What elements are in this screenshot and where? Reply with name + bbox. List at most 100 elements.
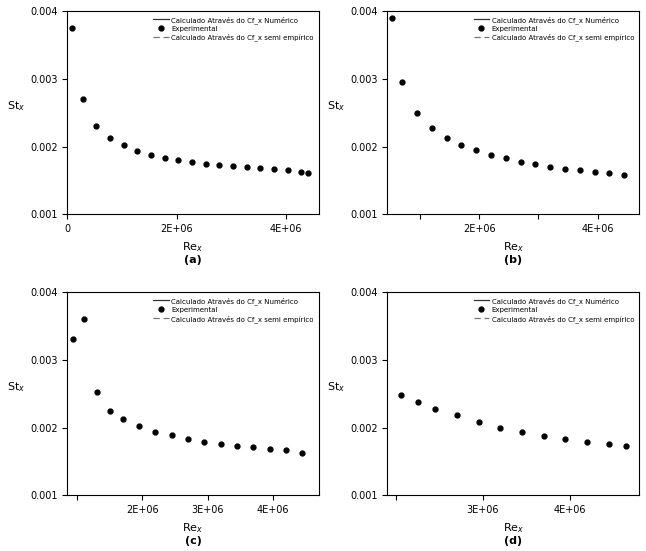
Calculado Através do Cf_x semi empírico [183, 276, 191, 282]
Calculado Através do Cf_x Numérico [304, 277, 311, 283]
Experimental [79, 96, 87, 102]
Text: (b): (b) [505, 255, 523, 265]
Line: Calculado Através do Cf_x Numérico: Calculado Através do Cf_x Numérico [390, 277, 633, 280]
Experimental [168, 432, 176, 439]
Calculado Através do Cf_x semi empírico [503, 276, 510, 282]
Calculado Através do Cf_x Numérico [386, 273, 393, 280]
Calculado Através do Cf_x Numérico [503, 276, 510, 283]
Experimental [388, 14, 396, 21]
X-axis label: Re$_x$: Re$_x$ [503, 240, 524, 253]
Experimental [152, 429, 160, 435]
Experimental [174, 157, 182, 164]
Calculado Através do Cf_x Numérico [501, 276, 509, 283]
Experimental [106, 134, 114, 141]
X-axis label: Re$_x$: Re$_x$ [503, 521, 524, 534]
Calculado Através do Cf_x semi empírico [65, 261, 73, 267]
Experimental [487, 152, 495, 158]
Legend: Calculado Através do Cf_x Numérico, Experimental, Calculado Através do Cf_x semi: Calculado Através do Cf_x Numérico, Expe… [472, 295, 636, 324]
Experimental [605, 441, 612, 447]
Experimental [282, 447, 290, 453]
Calculado Através do Cf_x Numérico [530, 276, 538, 283]
Calculado Através do Cf_x semi empírico [309, 276, 317, 283]
Experimental [243, 164, 251, 170]
Experimental [517, 158, 525, 165]
Experimental [576, 167, 584, 174]
Experimental [202, 160, 209, 167]
Experimental [413, 110, 421, 116]
Experimental [270, 166, 278, 172]
Text: (d): (d) [505, 536, 523, 546]
Experimental [120, 142, 127, 149]
Experimental [297, 169, 305, 175]
Experimental [304, 170, 312, 176]
Y-axis label: St$_x$: St$_x$ [327, 99, 346, 113]
Calculado Através do Cf_x semi empírico [585, 276, 593, 283]
Calculado Através do Cf_x semi empírico [304, 276, 311, 283]
Line: Calculado Através do Cf_x semi empírico: Calculado Através do Cf_x semi empírico [69, 264, 313, 279]
Experimental [428, 125, 436, 131]
Calculado Através do Cf_x semi empírico [197, 276, 205, 282]
Calculado Através do Cf_x Numérico [197, 276, 205, 283]
Experimental [591, 169, 599, 175]
Experimental [215, 161, 223, 168]
Experimental [298, 450, 306, 456]
Calculado Através do Cf_x Numérico [629, 277, 637, 283]
Line: Calculado Através do Cf_x semi empírico: Calculado Através do Cf_x semi empírico [390, 276, 633, 279]
Experimental [256, 165, 264, 171]
Calculado Através do Cf_x semi empírico [266, 276, 273, 283]
Calculado Através do Cf_x Numérico [65, 263, 73, 270]
Experimental [532, 161, 539, 168]
Experimental [68, 25, 76, 31]
Experimental [147, 152, 155, 158]
Calculado Através do Cf_x Numérico [309, 277, 317, 283]
Line: Experimental: Experimental [390, 15, 627, 177]
Y-axis label: St$_x$: St$_x$ [327, 380, 346, 394]
X-axis label: Re$_x$: Re$_x$ [182, 521, 203, 534]
Legend: Calculado Através do Cf_x Numérico, Experimental, Calculado Através do Cf_x semi: Calculado Através do Cf_x Numérico, Expe… [152, 295, 315, 324]
Experimental [249, 444, 257, 451]
Experimental [561, 166, 569, 172]
X-axis label: Re$_x$: Re$_x$ [182, 240, 203, 253]
Experimental [79, 316, 87, 322]
Calculado Através do Cf_x semi empírico [386, 273, 393, 279]
Calculado Através do Cf_x semi empírico [211, 276, 218, 282]
Experimental [93, 388, 101, 395]
Experimental [217, 441, 225, 447]
Experimental [605, 170, 613, 176]
Experimental [135, 423, 143, 430]
Experimental [399, 79, 406, 85]
Calculado Através do Cf_x Numérico [517, 276, 525, 283]
Line: Experimental: Experimental [69, 25, 310, 175]
Experimental [547, 164, 554, 170]
Experimental [92, 123, 100, 129]
Experimental [518, 429, 526, 435]
Calculado Através do Cf_x Numérico [183, 276, 191, 283]
Experimental [432, 406, 439, 412]
Line: Calculado Através do Cf_x Numérico: Calculado Através do Cf_x Numérico [69, 267, 313, 280]
Experimental [201, 439, 209, 445]
Experimental [69, 336, 77, 343]
Calculado Através do Cf_x semi empírico [501, 276, 509, 282]
Experimental [188, 159, 196, 165]
Y-axis label: St$_x$: St$_x$ [7, 99, 25, 113]
Calculado Através do Cf_x semi empírico [629, 276, 637, 283]
Text: (a): (a) [184, 255, 202, 265]
Legend: Calculado Através do Cf_x Numérico, Experimental, Calculado Através do Cf_x semi: Calculado Através do Cf_x Numérico, Expe… [472, 14, 636, 43]
Calculado Através do Cf_x Numérico [585, 277, 593, 283]
Calculado Através do Cf_x semi empírico [623, 276, 631, 283]
Experimental [475, 419, 483, 425]
Experimental [133, 148, 141, 155]
Calculado Através do Cf_x Numérico [211, 276, 218, 283]
Experimental [414, 398, 422, 405]
Calculado Através do Cf_x Numérico [266, 277, 273, 283]
Experimental [284, 167, 291, 174]
Line: Experimental: Experimental [398, 393, 629, 449]
Experimental [106, 407, 114, 414]
Experimental [540, 433, 548, 439]
Experimental [453, 412, 461, 419]
Experimental [184, 436, 192, 442]
Y-axis label: St$_x$: St$_x$ [7, 380, 25, 394]
Experimental [620, 172, 628, 179]
Legend: Calculado Através do Cf_x Numérico, Experimental, Calculado Através do Cf_x semi: Calculado Através do Cf_x Numérico, Expe… [152, 14, 315, 43]
Calculado Através do Cf_x semi empírico [530, 276, 538, 282]
